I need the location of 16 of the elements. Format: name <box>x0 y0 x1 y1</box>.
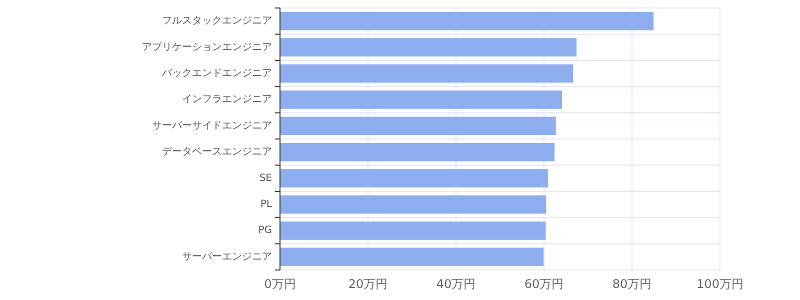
y-tick-label: サーバーサイドエンジニア <box>152 120 272 132</box>
x-tick-label: 100万円 <box>696 277 744 291</box>
x-tick-label: 0万円 <box>264 277 296 291</box>
y-tick-label: サーバーエンジニア <box>182 251 272 262</box>
y-tick-label: フルスタックエンジニア <box>162 16 272 27</box>
x-tick-label: 60万円 <box>524 277 564 291</box>
x-tick-label: 80万円 <box>612 277 652 291</box>
x-tick-label: 40万円 <box>436 277 476 291</box>
y-tick-label: インフラエンジニア <box>182 94 272 106</box>
y-tick-label: バックエンドエンジニア <box>161 68 272 79</box>
y-tick-label: PL <box>260 199 272 210</box>
y-tick-label: アプリケーションエンジニア <box>142 40 272 53</box>
y-tick-label: SE <box>259 172 272 184</box>
y-tick-label: PG <box>258 225 272 236</box>
x-tick-label: 20万円 <box>348 277 388 291</box>
y-tick-label: データベースエンジニア <box>162 146 272 158</box>
